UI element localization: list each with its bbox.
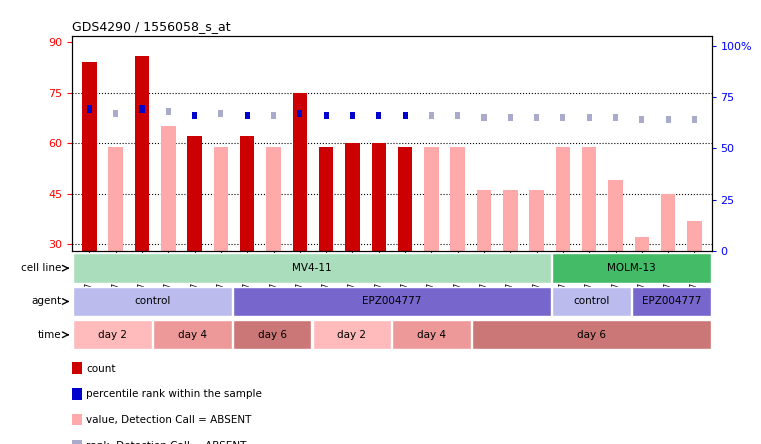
Text: cell line: cell line (21, 263, 62, 273)
Text: agent: agent (31, 297, 62, 306)
Bar (266, 147, 281, 251)
Bar (166, 107, 171, 115)
Bar (556, 147, 570, 251)
Bar (508, 114, 513, 121)
Bar (552, 287, 631, 316)
Bar (82, 63, 97, 251)
Bar (218, 110, 224, 117)
Bar (613, 114, 618, 121)
Bar (429, 111, 434, 119)
Bar (692, 116, 697, 123)
Bar (560, 114, 565, 121)
Bar (161, 127, 176, 251)
Bar (323, 111, 329, 119)
Bar (192, 111, 197, 119)
Text: MOLM-13: MOLM-13 (607, 263, 656, 273)
Bar (632, 287, 711, 316)
Text: day 6: day 6 (257, 330, 287, 340)
Bar (635, 238, 649, 251)
Text: day 2: day 2 (97, 330, 127, 340)
Bar (552, 254, 711, 283)
Text: count: count (86, 364, 116, 373)
Bar (271, 111, 276, 119)
Bar (482, 114, 486, 121)
Bar (73, 254, 551, 283)
Bar (73, 287, 231, 316)
Bar (451, 147, 465, 251)
Bar (666, 116, 670, 123)
Bar (376, 111, 381, 119)
Text: day 6: day 6 (577, 330, 607, 340)
Text: day 2: day 2 (337, 330, 367, 340)
Bar (371, 143, 386, 251)
Bar (473, 320, 711, 349)
Bar (639, 116, 645, 123)
Bar (687, 221, 702, 251)
Text: GDS4290 / 1556058_s_at: GDS4290 / 1556058_s_at (72, 20, 231, 33)
Bar (476, 190, 491, 251)
Bar (587, 114, 592, 121)
Bar (153, 320, 231, 349)
Bar (534, 114, 539, 121)
Text: MV4-11: MV4-11 (292, 263, 332, 273)
Bar (233, 287, 551, 316)
Bar (187, 136, 202, 251)
Text: percentile rank within the sample: percentile rank within the sample (86, 389, 262, 399)
Text: day 4: day 4 (417, 330, 447, 340)
Bar (298, 110, 302, 117)
Bar (135, 56, 149, 251)
Bar (293, 93, 307, 251)
Bar (245, 111, 250, 119)
Bar (313, 320, 391, 349)
Bar (233, 320, 311, 349)
Bar (319, 147, 333, 251)
Bar (393, 320, 471, 349)
Text: control: control (134, 297, 170, 306)
Text: EPZ004777: EPZ004777 (362, 297, 422, 306)
Bar (345, 143, 360, 251)
Bar (113, 110, 118, 117)
Bar (240, 136, 254, 251)
Bar (398, 147, 412, 251)
Bar (403, 111, 408, 119)
Text: value, Detection Call = ABSENT: value, Detection Call = ABSENT (86, 415, 251, 425)
Bar (73, 320, 151, 349)
Text: rank, Detection Call = ABSENT: rank, Detection Call = ABSENT (86, 441, 247, 444)
Bar (503, 190, 517, 251)
Text: EPZ004777: EPZ004777 (642, 297, 702, 306)
Bar (530, 190, 544, 251)
Bar (214, 147, 228, 251)
Bar (582, 147, 597, 251)
Bar (87, 106, 92, 113)
Bar (109, 147, 123, 251)
Bar (139, 106, 145, 113)
Bar (350, 111, 355, 119)
Text: time: time (38, 330, 62, 340)
Text: control: control (574, 297, 610, 306)
Bar (661, 194, 675, 251)
Text: day 4: day 4 (177, 330, 207, 340)
Bar (424, 147, 438, 251)
Bar (455, 111, 460, 119)
Bar (608, 180, 622, 251)
